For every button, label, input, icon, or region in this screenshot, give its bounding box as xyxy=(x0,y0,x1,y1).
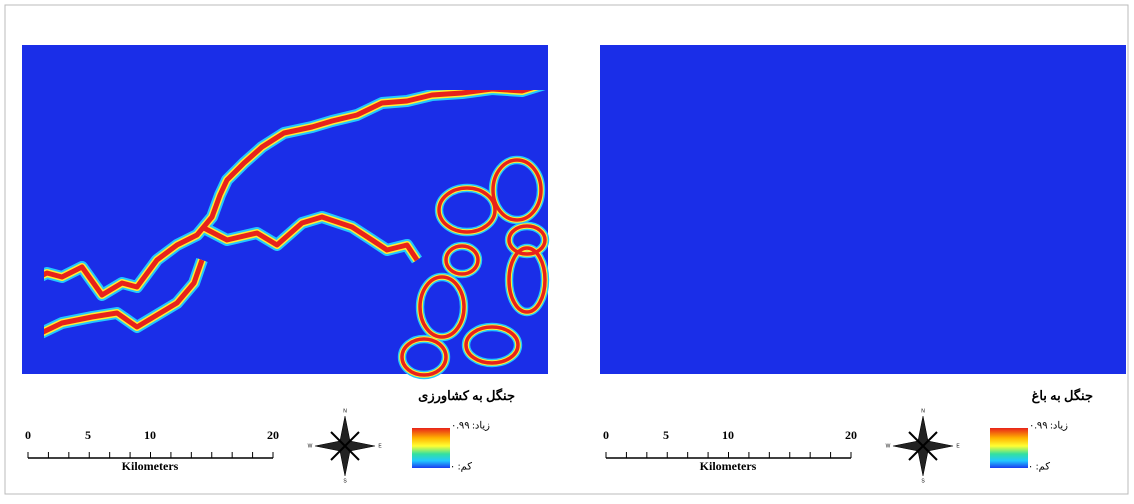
compass-w: W xyxy=(308,443,313,449)
scale-label: 5 xyxy=(663,428,669,442)
panel-title: جنگل به کشاورزی xyxy=(418,387,515,404)
scale-label: 10 xyxy=(144,428,156,442)
figure: جنگل به کشاورزی051020KilometersNSEWزیاد:… xyxy=(0,0,1134,499)
legend-ramp xyxy=(990,428,1028,468)
scale-label: 5 xyxy=(85,428,91,442)
compass-n: N xyxy=(343,408,347,414)
scale-label: 0 xyxy=(25,428,31,442)
legend-low: کم: ۰ xyxy=(1028,461,1050,472)
scale-label: 0 xyxy=(603,428,609,442)
scale-unit: Kilometers xyxy=(122,459,179,473)
legend-ramp xyxy=(412,428,450,468)
compass-w: W xyxy=(886,443,891,449)
scale-label: 20 xyxy=(845,428,857,442)
panel-title: جنگل به باغ xyxy=(1032,387,1093,404)
scale-label: 20 xyxy=(267,428,279,442)
scale-label: 10 xyxy=(722,428,734,442)
map-background xyxy=(600,45,1126,374)
compass-n: N xyxy=(921,408,925,414)
legend-high: زیاد: ۰.۹۹ xyxy=(1029,420,1068,431)
scale-unit: Kilometers xyxy=(700,459,757,473)
legend-high: زیاد: ۰.۹۹ xyxy=(451,420,490,431)
legend-low: کم: ۰ xyxy=(450,461,472,472)
